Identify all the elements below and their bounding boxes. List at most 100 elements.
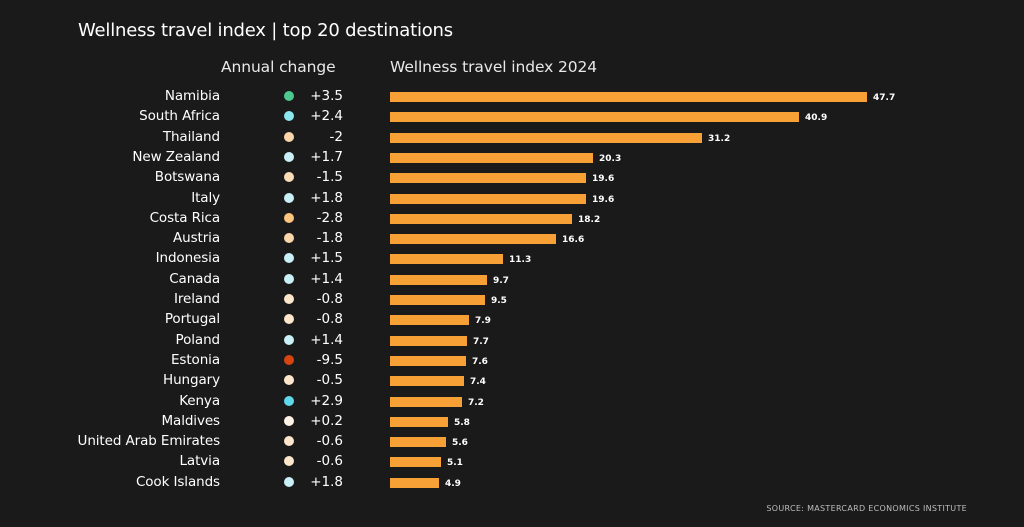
chart-row: Canada +1.4 9.7 [0,271,1024,291]
chart-row: Botswana -1.5 19.6 [0,169,1024,189]
bar-value-label: 19.6 [592,194,615,205]
annual-change-value: +3.5 [310,88,343,104]
country-label: Estonia [171,351,220,368]
change-dot [284,192,294,203]
chart-title: Wellness travel index | top 20 destinati… [78,20,453,41]
index-bar [390,274,487,285]
country-label: Hungary [163,372,220,389]
country-label: Botswana [154,169,220,186]
chart-row: Austria -1.8 16.6 [0,230,1024,250]
country-label: Costa Rica [149,209,221,226]
bar-value-label: 7.2 [468,397,484,408]
index-bar [390,152,593,163]
country-label: Namibia [164,88,220,104]
bar-value-label: 5.1 [447,458,463,469]
annual-change-value: +0.2 [310,412,343,429]
change-dot [284,415,294,426]
bar-value-label: 5.8 [454,417,470,428]
chart-row: Thailand -2 31.2 [0,129,1024,149]
annual-change-value: -0.6 [316,433,343,450]
change-dot [284,151,294,162]
chart-row: Estonia -9.5 7.6 [0,352,1024,372]
change-dot [284,395,294,406]
chart-row: Indonesia +1.5 11.3 [0,250,1024,270]
country-label: Kenya [179,392,220,409]
country-label: South Africa [139,108,220,125]
bar-value-label: 7.7 [473,336,489,347]
annual-change-value: -0.8 [316,291,343,307]
change-dot [284,212,294,223]
annual-change-value: +1.4 [310,270,343,287]
country-label: Ireland [174,291,220,307]
annual-change-value: +1.8 [310,189,343,206]
chart-row: Poland +1.4 7.7 [0,332,1024,352]
country-label: Latvia [179,453,221,470]
bar-value-label: 4.9 [445,478,461,489]
index-bar [390,295,485,305]
bar-value-label: 31.2 [708,133,731,144]
index-bar [390,315,469,326]
index-bar [390,193,586,204]
change-dot [284,314,294,325]
index-bar [390,112,799,123]
index-bar [390,213,572,224]
annual-change-value: -1.8 [316,230,343,247]
change-dot [284,436,294,447]
annual-change-value: +1.4 [310,331,343,348]
index-bar [390,254,503,265]
index-bar [390,416,448,427]
annual-change-value: -1.5 [316,169,343,186]
chart-row: Kenya +2.9 7.2 [0,393,1024,413]
index-bar [390,335,467,346]
country-label: United Arab Emirates [77,433,221,450]
chart-row: United Arab Emirates -0.6 5.6 [0,433,1024,453]
change-dot [284,253,294,264]
bar-value-label: 5.6 [452,438,468,449]
country-label: Austria [173,230,220,247]
index-bar [390,234,556,245]
chart-row: Italy +1.8 19.6 [0,190,1024,210]
chart-row: South Africa +2.4 40.9 [0,108,1024,128]
change-dot [284,375,294,386]
annual-change-value: -0.8 [316,311,343,328]
bar-value-label: 40.9 [805,113,828,124]
index-bar [390,355,466,366]
bar-value-label: 9.7 [493,275,509,286]
chart-row: New Zealand +1.7 20.3 [0,149,1024,169]
bar-value-label: 7.6 [472,356,488,367]
index-bar [390,437,446,448]
index-bar [390,457,441,468]
annual-change-value: +2.9 [310,392,343,409]
annual-change-value: +2.4 [310,108,343,125]
country-label: Canada [169,270,220,287]
chart-row: Latvia -0.6 5.1 [0,453,1024,473]
chart-row: Cook Islands +1.8 4.9 [0,474,1024,494]
country-label: Maldives [161,412,220,429]
country-label: Italy [191,189,220,206]
source-note: SOURCE: MASTERCARD ECONOMICS INSTITUTE [766,504,967,513]
chart-row: Hungary -0.5 7.4 [0,372,1024,392]
bar-value-label: 16.6 [562,235,585,246]
bar-value-label: 47.7 [873,93,896,103]
index-header: Wellness travel index 2024 [390,58,598,76]
chart-row: Maldives +0.2 5.8 [0,413,1024,433]
index-bar [390,376,464,387]
country-label: Indonesia [155,250,220,267]
change-dot [284,91,294,101]
index-bar [390,477,439,488]
annual-change-value: -0.5 [316,372,343,389]
annual-change-value: +1.8 [310,473,343,490]
chart-row: Costa Rica -2.8 18.2 [0,210,1024,230]
change-dot [284,273,294,284]
change-dot [284,476,294,487]
index-bar [390,92,867,102]
country-label: New Zealand [132,148,220,165]
annual-change-header: Annual change [221,58,336,76]
change-dot [284,334,294,345]
chart-row: Namibia +3.5 47.7 [0,88,1024,108]
bar-value-label: 9.5 [491,296,507,306]
annual-change-value: -2.8 [316,209,343,226]
index-bar [390,132,702,143]
index-bar [390,396,462,407]
annual-change-value: -0.6 [316,453,343,470]
